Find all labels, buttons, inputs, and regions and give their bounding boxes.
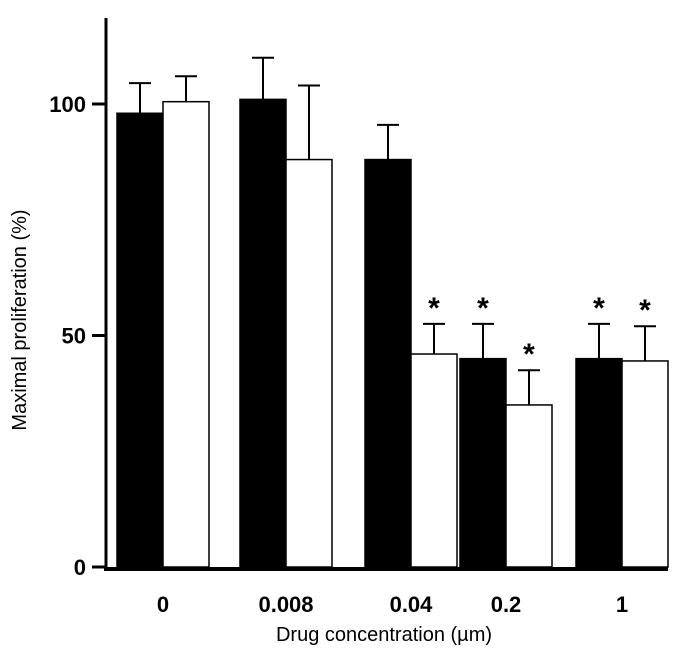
bar-series2-0 [162, 100, 210, 568]
x-tick-label: 0 [157, 592, 169, 617]
bars-layer [116, 98, 669, 568]
bar-series1-0 [116, 112, 164, 568]
y-tick-label: 0 [74, 555, 86, 580]
bar-series2-0.008 [285, 158, 333, 568]
bar-series1-1 [575, 357, 623, 568]
significance-star: * [639, 294, 651, 327]
bar-series1-0.008 [239, 98, 287, 568]
bar-series1-0.04 [364, 158, 412, 568]
significance-star: * [428, 292, 440, 325]
x-tick-label: 1 [616, 592, 628, 617]
x-tick-label: 0.04 [390, 592, 434, 617]
y-tick-label: 100 [49, 92, 86, 117]
y-tick-label: 50 [62, 324, 86, 349]
bar-series2-1 [621, 360, 669, 568]
significance-star: * [593, 292, 605, 325]
error-bars-layer [129, 56, 656, 405]
significance-star: * [477, 292, 489, 325]
labels-layer: 0 50 100 0 0.008 0.04 0.2 1 * * * * * [49, 92, 651, 617]
x-tick-label: 0.2 [491, 592, 522, 617]
bar-series2-0.2 [505, 404, 553, 568]
x-axis-title: Drug concentration (µm) [276, 624, 492, 646]
x-tick-label: 0.008 [258, 592, 313, 617]
bar-series2-0.04 [410, 353, 458, 568]
significance-star: * [523, 338, 535, 371]
y-axis-title: Maximal proliferation (%) [9, 209, 31, 430]
axes [104, 18, 668, 571]
bar-series1-0.2 [459, 357, 507, 568]
